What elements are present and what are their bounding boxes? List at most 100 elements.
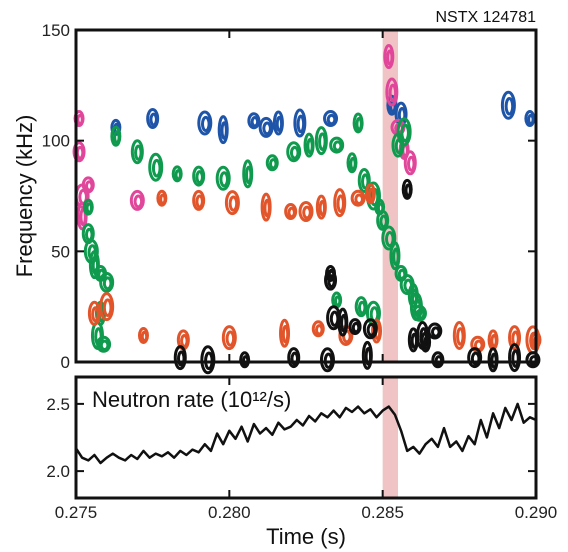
pink-contour-inner-1 <box>75 145 85 160</box>
spectrogram-frame <box>74 28 538 364</box>
green-contour-inner-16 <box>269 158 278 170</box>
orange-contour-inner-16 <box>315 324 324 336</box>
green-contour-inner-11 <box>151 158 162 178</box>
black-contour-11 <box>200 345 216 375</box>
orange-contour-inner-4 <box>287 206 296 219</box>
orange-contour-inner-9 <box>367 187 376 202</box>
frequency-axis-label: Frequency (kHz) <box>12 115 37 278</box>
neutron-tick-label: 2.0 <box>46 462 70 481</box>
black-contour-inner-15 <box>364 347 373 366</box>
green-contour-32 <box>411 304 427 322</box>
green-contour-inner-15 <box>245 165 253 185</box>
green-contour-inner-36 <box>333 295 342 307</box>
highlight-band-bottom <box>382 377 398 498</box>
orange-contour-inner-21 <box>490 333 498 348</box>
frequency-tick-label: 50 <box>51 242 70 261</box>
blue-contour-inner-6 <box>275 115 284 133</box>
orange-contour-inner-8 <box>354 193 364 205</box>
pink-contour-5 <box>129 189 145 211</box>
black-contour-inner-19 <box>511 349 520 368</box>
blue-contour-inner-2 <box>201 115 211 133</box>
green-contour-inner-5 <box>102 276 113 291</box>
blue-contour-inner-8 <box>326 113 337 126</box>
blue-contour-inner-1 <box>149 112 158 127</box>
green-contour-20 <box>329 136 345 154</box>
orange-contour-inner-10 <box>91 306 100 323</box>
black-contour-inner-4 <box>351 321 361 334</box>
green-contour-inner-37 <box>357 300 367 315</box>
blue-contour-5 <box>258 116 274 138</box>
black-contour-inner-8 <box>431 326 441 338</box>
orange-contour-inner-13 <box>180 333 189 348</box>
orange-contour-inner-1 <box>195 194 204 209</box>
blue-contour-inner-11 <box>504 96 515 116</box>
black-contour-inner-1 <box>327 274 336 289</box>
orange-contour-11 <box>99 292 115 322</box>
black-contour-inner-2 <box>329 310 340 327</box>
black-contour-inner-10 <box>177 350 186 367</box>
black-contour-17 <box>467 347 483 369</box>
orange-contour-inner-11 <box>102 298 113 317</box>
black-contour-inner-6 <box>410 332 419 349</box>
orange-contour-2 <box>224 190 240 216</box>
orange-contour-inner-6 <box>318 199 327 217</box>
green-contour-inner-22 <box>361 173 370 190</box>
orange-contour-14 <box>221 325 237 351</box>
time-tick-label: 0.290 <box>515 503 558 522</box>
green-contour-inner-0 <box>85 202 93 214</box>
time-tick-label: 0.285 <box>361 503 404 522</box>
black-contour-5 <box>362 318 378 340</box>
orange-contour-inner-5 <box>302 205 312 220</box>
green-contour-35 <box>396 117 412 147</box>
green-contour-inner-19 <box>318 132 327 151</box>
neutron-tick-labels: 2.0 2.5 <box>46 395 70 481</box>
pink-contour-inner-0 <box>76 113 84 126</box>
pink-contour-inner-5 <box>133 194 144 209</box>
green-contour-inner-8 <box>99 339 110 351</box>
neutron-frame <box>74 375 538 500</box>
green-contour-inner-18 <box>306 137 314 155</box>
green-contour-inner-10 <box>134 144 143 161</box>
black-contour-inner-13 <box>290 351 299 366</box>
green-contour-inner-20 <box>332 140 343 152</box>
neutron-rate-title: Neutron rate (10¹²/s) <box>92 387 291 412</box>
green-contour-inner-12 <box>174 169 182 181</box>
black-contour-inner-5 <box>366 322 377 337</box>
black-contour-inner-3 <box>340 313 348 333</box>
time-tick-label: 0.280 <box>208 503 251 522</box>
orange-contour-inner-19 <box>456 327 465 346</box>
green-contour-inner-25 <box>379 214 388 229</box>
green-contour-inner-1 <box>85 227 94 242</box>
green-contour-inner-33 <box>355 117 363 131</box>
blue-contour-2 <box>197 110 213 136</box>
green-contour-inner-32 <box>415 308 426 321</box>
time-tick-label: 0.275 <box>55 503 98 522</box>
black-contour-inner-17 <box>470 351 481 366</box>
green-contour-inner-17 <box>289 145 300 160</box>
black-contour-8 <box>427 322 443 340</box>
black-contour-inner-21 <box>404 183 412 198</box>
orange-contour-inner-14 <box>225 330 236 347</box>
green-contour-8 <box>96 335 112 353</box>
orange-contour-5 <box>298 200 314 222</box>
blue-contour-inner-7 <box>296 114 306 134</box>
frequency-tick-label: 150 <box>42 21 70 40</box>
blue-contour-8 <box>323 110 339 128</box>
pink-contour-inner-7 <box>388 83 398 103</box>
frequency-tick-labels: 0 50 100 150 <box>42 21 70 372</box>
neutron-tick-label: 2.5 <box>46 395 70 414</box>
neutron-panel: 2.0 2.5 0.275 0.280 0.285 0.290 Neutron rate… <box>46 375 558 549</box>
time-axis-label: Time (s) <box>266 524 346 549</box>
spectrogram-panel: 0 50 100 150 Frequency (kHz) <box>12 21 542 375</box>
green-contour-14 <box>215 165 231 191</box>
green-contour-5 <box>99 271 115 293</box>
mode-contours <box>72 44 542 375</box>
orange-contour-inner-3 <box>263 198 271 218</box>
shot-label: NSTX 124781 <box>435 9 536 26</box>
blue-contour-inner-4 <box>250 116 260 128</box>
blue-contour-inner-5 <box>262 121 272 136</box>
spectrogram-ticks <box>75 29 537 363</box>
green-contour-inner-27 <box>392 247 400 267</box>
orange-contour-inner-2 <box>228 195 239 212</box>
black-contour-inner-9 <box>422 336 431 350</box>
